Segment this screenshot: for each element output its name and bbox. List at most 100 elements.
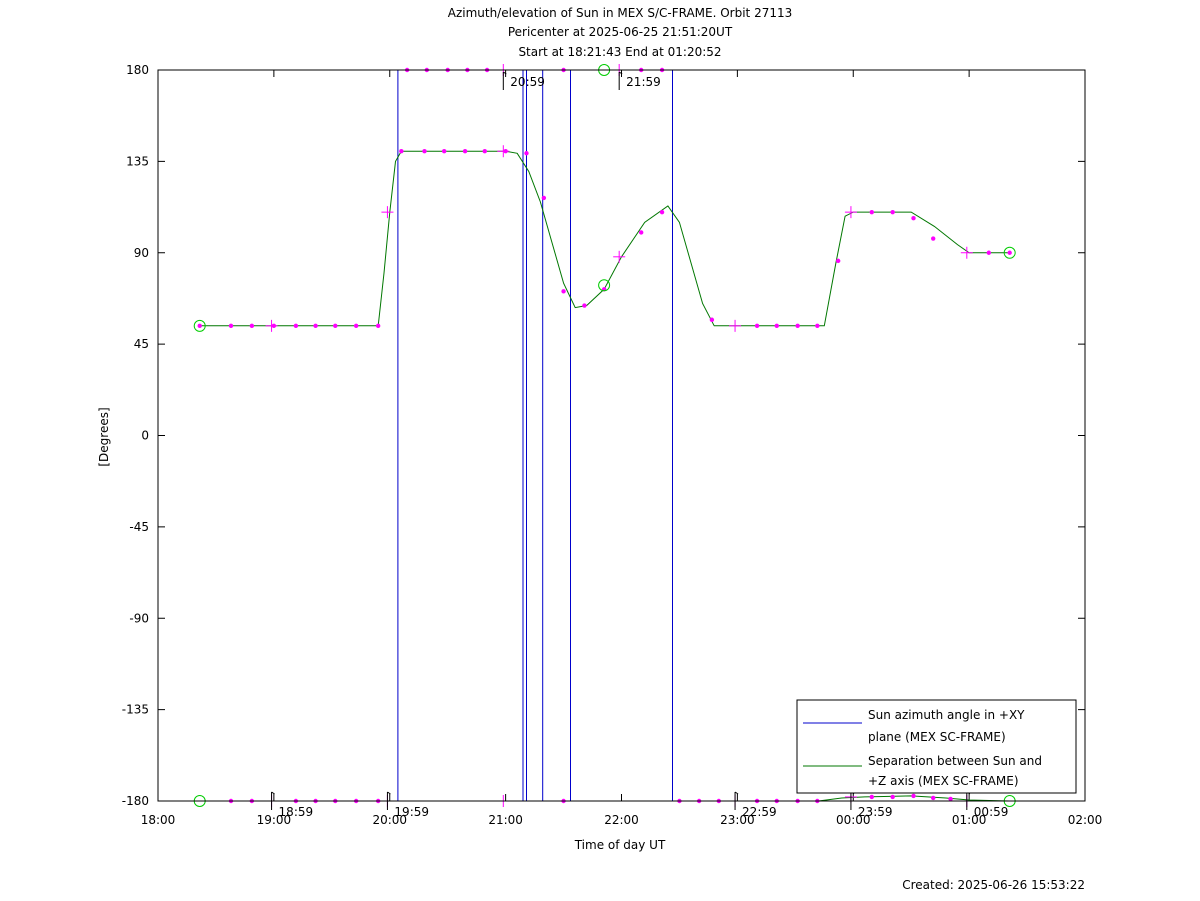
data-point-marker bbox=[890, 209, 895, 215]
data-point-marker bbox=[399, 149, 404, 154]
data-point-marker bbox=[659, 209, 665, 215]
y-tick-labels: 180 135 90 45 0 -45 -90 -135 -180 bbox=[122, 63, 149, 808]
data-point-marker bbox=[911, 793, 916, 799]
endpoint-circle-marker bbox=[193, 319, 206, 332]
hour-label-text: 00:59 bbox=[974, 805, 1009, 819]
y-axis-label: [Degrees] bbox=[97, 407, 111, 466]
x-tick-label: 02:00 bbox=[1068, 813, 1103, 827]
data-point-marker bbox=[890, 794, 895, 800]
x-tick-label: 18:00 bbox=[141, 813, 176, 827]
data-point-marker bbox=[313, 323, 318, 329]
data-point-marker bbox=[197, 323, 202, 329]
hour-cross-marker bbox=[497, 145, 510, 158]
hour-label-text: 21:59 bbox=[626, 75, 661, 89]
y-tick-label: -180 bbox=[122, 794, 149, 808]
data-point-marker bbox=[931, 795, 936, 801]
data-point-marker bbox=[375, 323, 381, 329]
hour-label-layer: 18:59 19:59 20:59 21:59 22:59 23:59 00:59 bbox=[271, 71, 1009, 819]
axis-ticks bbox=[157, 69, 1086, 802]
legend-label-separation-line-1: Separation between Sun and bbox=[868, 754, 1042, 768]
data-point-marker bbox=[462, 149, 468, 154]
data-point-marker bbox=[353, 323, 359, 329]
hour-cross-marker bbox=[265, 319, 278, 332]
data-point-marker bbox=[931, 236, 936, 241]
chart-title-line-2: Pericenter at 2025-06-25 21:51:20UT bbox=[508, 25, 733, 39]
x-tick-label: 19:00 bbox=[257, 813, 292, 827]
data-point-marker bbox=[835, 258, 841, 264]
data-point-marker bbox=[561, 289, 566, 294]
endpoint-circle-marker bbox=[1003, 246, 1016, 259]
y-tick-label: -45 bbox=[129, 520, 149, 534]
y-tick-label: 180 bbox=[126, 63, 149, 77]
plot-frame bbox=[157, 69, 1086, 802]
marker-layer bbox=[193, 64, 1016, 807]
hour-cross-marker bbox=[613, 250, 626, 263]
y-tick-label: -135 bbox=[122, 703, 149, 717]
hour-label: 22:59 bbox=[734, 791, 777, 819]
series-line-azimuth bbox=[199, 69, 1010, 802]
data-point-marker bbox=[482, 149, 487, 154]
data-point-marker bbox=[815, 323, 820, 329]
y-tick-label: 135 bbox=[126, 154, 149, 168]
y-tick-label: -90 bbox=[129, 611, 149, 625]
hour-label-text: 22:59 bbox=[742, 805, 777, 819]
series-layer bbox=[199, 69, 1010, 802]
hour-label: 00:59 bbox=[966, 791, 1009, 819]
legend-label-azimuth-line-2: plane (MEX SC-FRAME) bbox=[868, 730, 1006, 744]
y-tick-label: 90 bbox=[134, 246, 149, 260]
legend: Sun azimuth angle in +XY plane (MEX SC-F… bbox=[796, 699, 1077, 794]
data-point-marker bbox=[442, 149, 447, 154]
data-point-marker bbox=[228, 323, 234, 329]
chart-title-line-3: Start at 18:21:43 End at 01:20:52 bbox=[518, 45, 721, 59]
data-point-marker bbox=[948, 796, 953, 802]
hour-label: 18:59 bbox=[271, 791, 314, 819]
y-tick-label: 45 bbox=[134, 337, 149, 351]
data-point-marker bbox=[709, 317, 715, 322]
data-point-marker bbox=[911, 216, 916, 221]
series-line-separation-2 bbox=[199, 795, 1010, 802]
x-axis-label: Time of day UT bbox=[574, 838, 666, 852]
hour-label-text: 20:59 bbox=[510, 75, 545, 89]
data-point-marker bbox=[1007, 250, 1012, 255]
hour-label: 21:59 bbox=[618, 71, 661, 90]
hour-cross-marker bbox=[844, 206, 857, 219]
data-point-marker bbox=[333, 323, 338, 329]
legend-box bbox=[796, 699, 1077, 794]
data-point-marker bbox=[986, 250, 992, 255]
hour-label: 20:59 bbox=[502, 71, 545, 90]
data-point-marker bbox=[249, 323, 255, 329]
hour-label-text: 23:59 bbox=[858, 805, 893, 819]
chart-title-line-1: Azimuth/elevation of Sun in MEX S/C-FRAM… bbox=[448, 6, 793, 20]
y-tick-label: 0 bbox=[141, 429, 149, 443]
data-point-marker bbox=[582, 303, 587, 308]
x-tick-label: 22:00 bbox=[604, 813, 639, 827]
created-timestamp: Created: 2025-06-26 15:53:22 bbox=[902, 878, 1085, 892]
data-point-marker bbox=[795, 323, 800, 329]
series-line-separation-1 bbox=[199, 150, 1010, 327]
data-point-marker bbox=[524, 151, 529, 156]
endpoint-circle-marker bbox=[598, 279, 611, 292]
hour-cross-marker bbox=[729, 319, 742, 332]
x-tick-label: 00:00 bbox=[836, 813, 871, 827]
x-tick-labels: 18:00 19:00 20:00 21:00 22:00 23:00 00:00 01:00… bbox=[141, 813, 1103, 827]
x-tick-label: 01:00 bbox=[952, 813, 987, 827]
data-point-marker bbox=[869, 209, 874, 215]
hour-label: 19:59 bbox=[386, 791, 429, 819]
hour-label-text: 19:59 bbox=[394, 805, 429, 819]
x-tick-label: 21:00 bbox=[488, 813, 523, 827]
data-point-marker bbox=[422, 149, 427, 154]
data-point-marker bbox=[774, 323, 779, 329]
data-point-marker bbox=[869, 794, 874, 800]
x-tick-label: 20:00 bbox=[372, 813, 407, 827]
data-point-marker bbox=[541, 195, 547, 201]
data-point-marker bbox=[638, 230, 644, 235]
legend-label-azimuth-line-1: Sun azimuth angle in +XY bbox=[868, 708, 1025, 722]
hour-label-text: 18:59 bbox=[279, 805, 314, 819]
hour-cross-marker bbox=[381, 206, 394, 219]
legend-label-separation-line-2: +Z axis (MEX SC-FRAME) bbox=[868, 774, 1019, 788]
data-point-marker bbox=[293, 323, 299, 329]
x-tick-label: 23:00 bbox=[720, 813, 755, 827]
data-point-marker bbox=[754, 323, 760, 329]
hour-cross-marker bbox=[960, 246, 973, 259]
